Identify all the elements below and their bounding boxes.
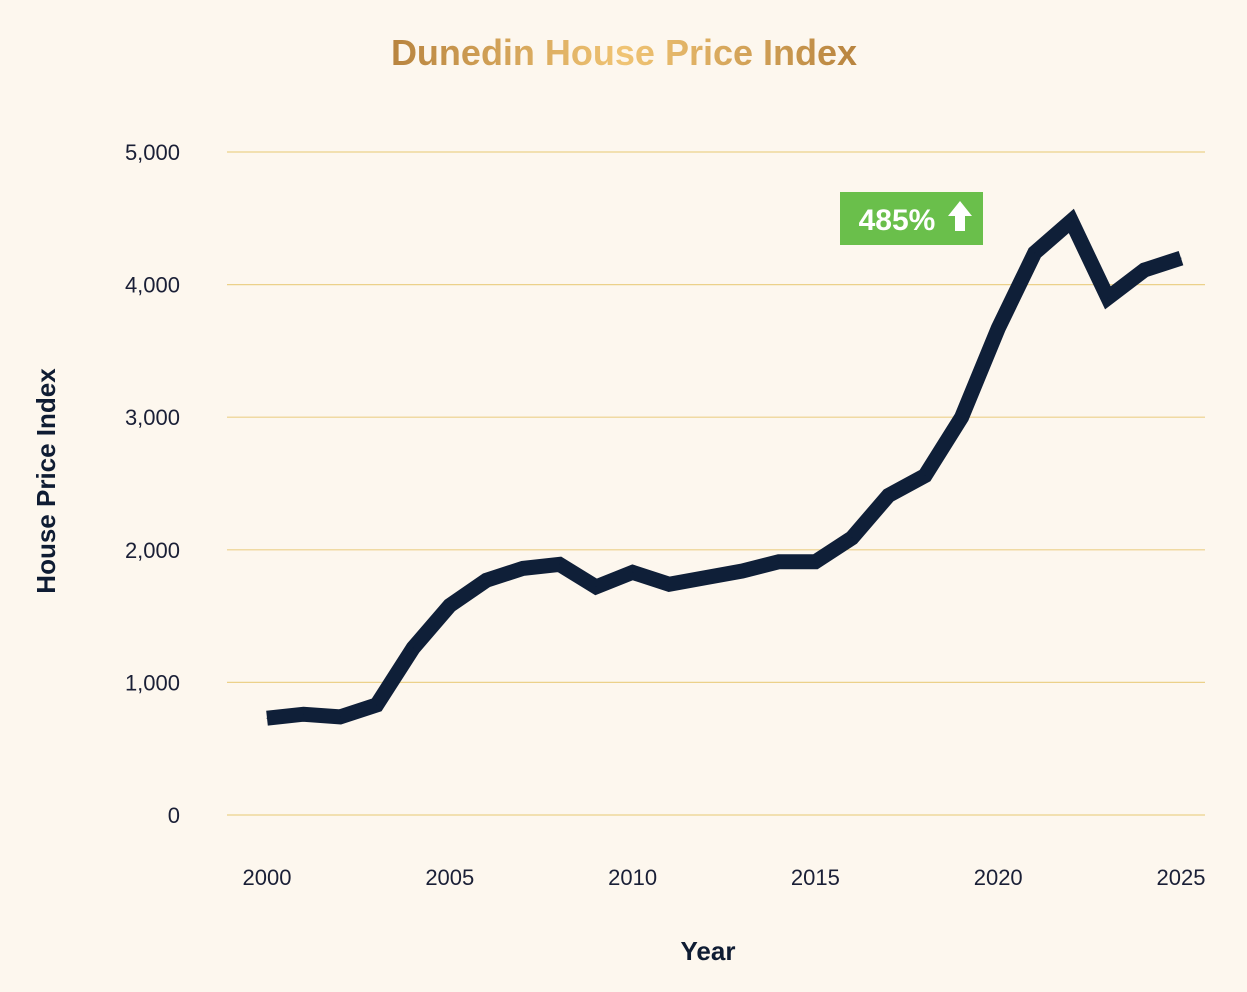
y-tick-label: 1,000	[125, 670, 180, 695]
x-tick-label: 2015	[791, 865, 840, 890]
x-tick-label: 2000	[243, 865, 292, 890]
y-tick-label: 0	[168, 803, 180, 828]
data-point	[778, 561, 780, 563]
data-point	[741, 570, 743, 572]
data-point	[888, 494, 890, 496]
data-point	[924, 475, 926, 477]
x-tick-label: 2025	[1157, 865, 1206, 890]
x-tick-label: 2020	[974, 865, 1023, 890]
data-point	[1070, 220, 1072, 222]
series-line	[266, 208, 1184, 726]
growth-badge: 485%	[840, 192, 983, 245]
chart-title: Dunedin House Price Index	[391, 32, 857, 73]
series-lines	[266, 208, 1184, 726]
x-tick-label: 2010	[608, 865, 657, 890]
data-point	[814, 561, 816, 563]
x-axis-ticks: 2000 2005 2010 2015 2020 2025	[243, 865, 1206, 890]
data-point	[851, 537, 853, 539]
data-point	[339, 716, 341, 718]
data-point	[376, 704, 378, 706]
data-point	[705, 577, 707, 579]
y-axis-ticks: 0 1,000 2,000 3,000 4,000 5,000	[125, 140, 180, 828]
data-point	[412, 647, 414, 649]
growth-badge-label: 485%	[859, 204, 936, 237]
data-point	[1034, 252, 1036, 254]
data-point	[632, 571, 634, 573]
y-tick-label: 5,000	[125, 140, 180, 165]
data-point	[303, 713, 305, 715]
data-point	[485, 579, 487, 581]
y-axis-label: House Price Index	[31, 368, 61, 594]
data-point	[1180, 257, 1182, 259]
data-point	[595, 586, 597, 588]
data-point	[449, 604, 451, 606]
data-point	[266, 717, 268, 719]
y-tick-label: 3,000	[125, 405, 180, 430]
data-point	[997, 327, 999, 329]
y-tick-label: 4,000	[125, 273, 180, 298]
data-point	[522, 567, 524, 569]
data-point	[961, 416, 963, 418]
gridlines	[227, 151, 1205, 816]
data-point	[1107, 297, 1109, 299]
data-point	[558, 563, 560, 565]
y-tick-label: 2,000	[125, 538, 180, 563]
x-axis-label: Year	[681, 936, 736, 966]
x-tick-label: 2005	[425, 865, 474, 890]
data-point	[668, 583, 670, 585]
data-point	[1143, 269, 1145, 271]
arrow-up-icon	[948, 201, 972, 231]
